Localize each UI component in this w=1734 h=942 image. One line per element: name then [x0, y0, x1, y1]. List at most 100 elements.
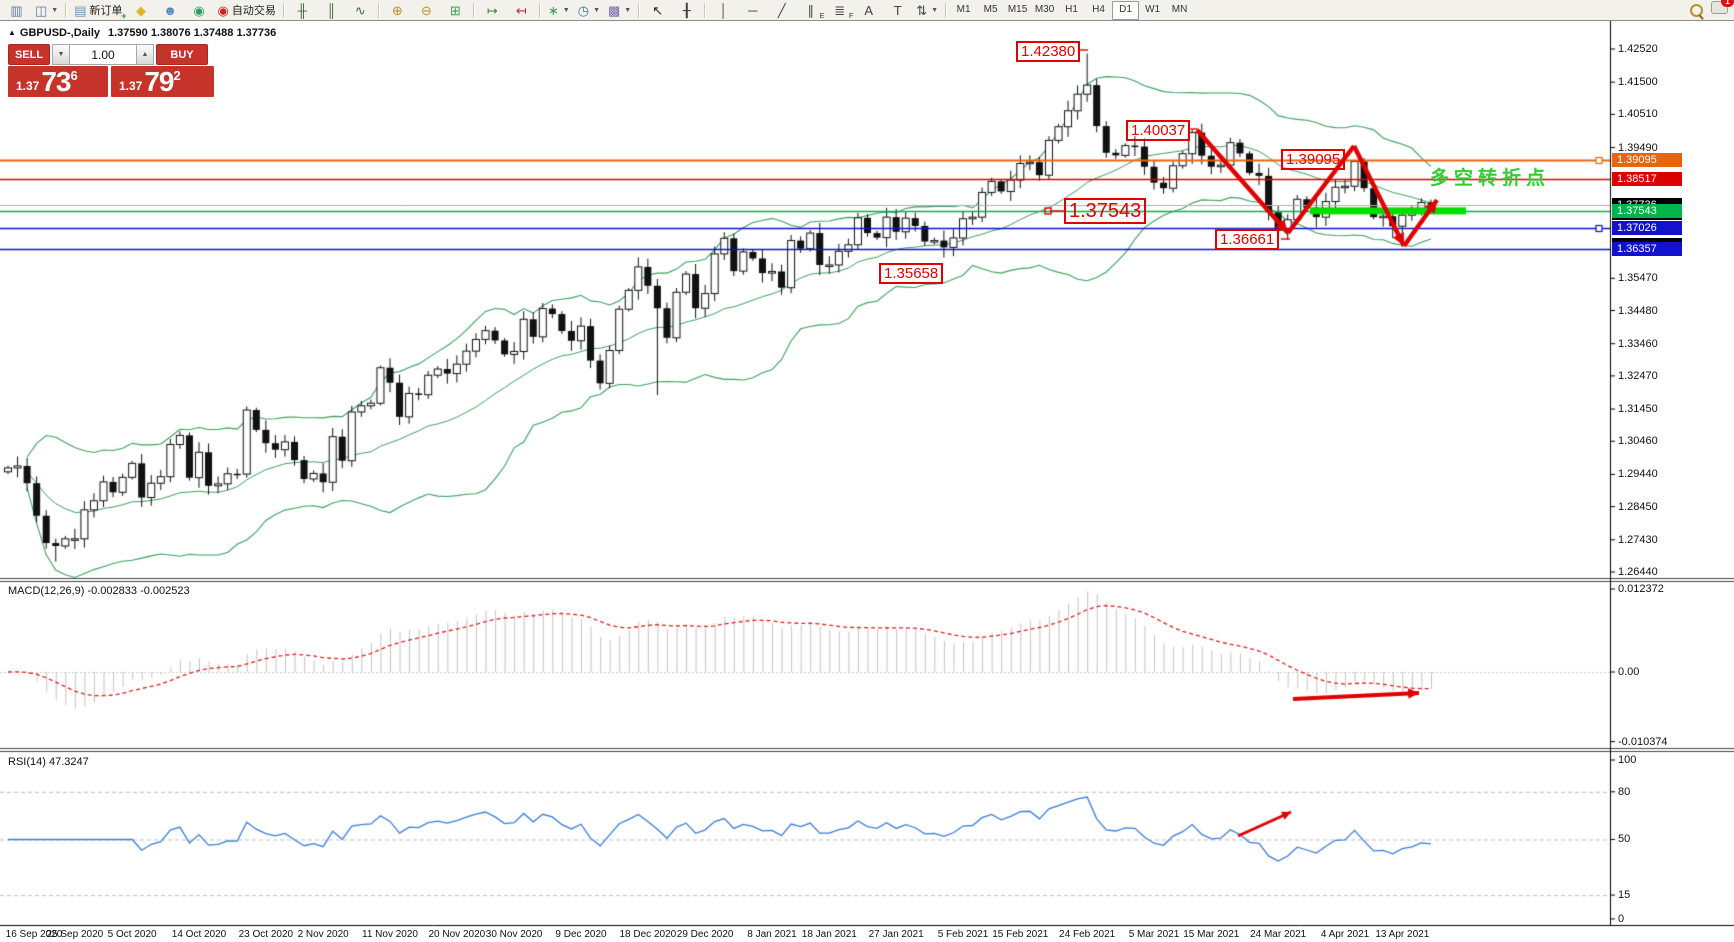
buy-price-pip: 2	[173, 68, 181, 83]
price-axis-tick: 1.34480	[1618, 304, 1658, 317]
date-axis-label: 2 Nov 2020	[297, 929, 349, 940]
sell-button[interactable]: SELL	[8, 44, 50, 65]
toolbar-mql-editor-button[interactable]: ◆	[127, 0, 156, 21]
price-annotation-label[interactable]: 1.42380	[1016, 41, 1081, 62]
timeframe-mn-button[interactable]: MN	[1171, 3, 1188, 15]
price-badge: 1.39095	[1612, 153, 1682, 168]
text-icon: A	[864, 2, 874, 18]
date-axis-label: 15 Feb 2021	[992, 929, 1049, 940]
notifications-button[interactable]: 1	[1711, 0, 1734, 19]
autotrading-label: 自动交易	[231, 5, 276, 17]
toolbar-trendline-button[interactable]: ╱	[767, 0, 796, 21]
toolbar-channel-button[interactable]: ∥ E	[796, 0, 825, 21]
price-annotation-label[interactable]: 1.37543	[1064, 198, 1147, 224]
toolbar-crosshair-button[interactable]: ╂	[672, 0, 701, 21]
autotrading-icon: ◉	[217, 2, 229, 18]
price-annotation-label[interactable]: 1.39095	[1281, 149, 1346, 170]
date-axis-label: 18 Dec 2020	[619, 929, 677, 940]
volume-decrease-button[interactable]: ▼	[52, 44, 70, 65]
toolbar-arrows-button[interactable]: ⇅ ▼	[912, 0, 942, 21]
toolbar-new-order-button[interactable]: ▤ + 新订单	[70, 0, 126, 21]
new-order-icon: ▤	[74, 2, 87, 18]
date-axis-label: 23 Oct 2020	[238, 929, 294, 940]
toolbar-chart-line-button[interactable]: ∿	[346, 0, 375, 21]
toolbar-horizontal-line-button[interactable]: ─	[738, 0, 767, 21]
toolbar-cursor-button[interactable]: ↖	[643, 0, 672, 21]
toolbar-chart-candles-button[interactable]: ║	[317, 0, 346, 21]
sell-price-prefix: 1.37	[16, 79, 40, 93]
toolbar-periods-button[interactable]: ◷ ▼	[574, 0, 604, 21]
date-axis-label: 27 Jan 2021	[868, 929, 924, 940]
price-annotation-label[interactable]: 1.36661	[1215, 229, 1280, 250]
timeframe-w1-button[interactable]: W1	[1145, 3, 1161, 15]
timeframe-h4-button[interactable]: H4	[1092, 3, 1105, 15]
volume-increase-button[interactable]: ▲	[136, 44, 154, 65]
date-axis-label: 8 Jan 2021	[747, 929, 797, 940]
buy-button[interactable]: BUY	[156, 44, 208, 65]
toolbar-templates-button[interactable]: ▩ ▼	[604, 0, 635, 21]
timeframe-m1-button[interactable]: M1	[956, 3, 971, 15]
timeframe-m5-button[interactable]: M5	[983, 3, 998, 15]
date-axis-label: 16 Sep 2020	[5, 929, 63, 940]
rsi-axis-tick: 15	[1618, 889, 1631, 902]
new-order-label: 新订单	[89, 5, 123, 17]
toolbar-market-button[interactable]: ☻	[156, 0, 185, 21]
toolbar-zoom-in-button[interactable]: ⊕	[383, 0, 412, 21]
toolbar-vertical-line-button[interactable]: │	[709, 0, 738, 21]
toolbar-autotrading-button[interactable]: ◉ 自动交易	[214, 0, 280, 21]
sell-price-main: 73	[41, 66, 71, 97]
price-axis-tick: 1.39490	[1618, 141, 1658, 154]
one-click-trading-panel: SELL ▼ ▲ BUY 1.37 73 6 1.37 79 2	[8, 44, 214, 97]
trendline-icon: ╱	[777, 2, 786, 18]
new-chart-icon: ▥	[10, 2, 23, 18]
toolbar-zoom-out-button[interactable]: ⊖	[412, 0, 441, 21]
timeframe-m30-button[interactable]: M30	[1034, 3, 1055, 15]
toolbar-fibonacci-button[interactable]: ≣ F	[825, 0, 854, 21]
price-badge: 1.38517	[1612, 172, 1682, 187]
toolbar-chart-bars-button[interactable]: ╫	[288, 0, 317, 21]
timeframe-d1-button[interactable]: D1	[1112, 0, 1140, 20]
toolbar-new-chart-button[interactable]: ▥	[2, 0, 31, 21]
toolbar-text-label-button[interactable]: T	[883, 0, 912, 21]
toolbar-chart-profiles-button[interactable]: ◫ ▼	[31, 0, 62, 21]
price-axis-tick: 1.40510	[1618, 108, 1658, 121]
horizontal-line-icon: ─	[748, 2, 758, 18]
quote-panel-prices: 1.37 73 6 1.37 79 2	[8, 66, 214, 97]
timeframe-h1-button[interactable]: H1	[1065, 3, 1078, 15]
toolbar-chart-shift-button[interactable]: ↤	[507, 0, 536, 21]
hotkey-letter: F	[848, 12, 854, 20]
toolbar-tile-windows-button[interactable]: ⊞	[441, 0, 470, 21]
toolbar-auto-scroll-button[interactable]: ↦	[478, 0, 507, 21]
timeframe-m15-button[interactable]: M15	[1007, 3, 1028, 15]
search-icon[interactable]	[1690, 3, 1703, 17]
toolbar-separator	[945, 2, 948, 18]
toolbar-separator	[282, 2, 285, 18]
notification-badge: 1	[1721, 0, 1734, 7]
macd-axis-tick: 0.00	[1618, 666, 1640, 678]
date-axis-label: 5 Oct 2020	[107, 929, 157, 940]
sell-price[interactable]: 1.37 73 6	[8, 66, 108, 97]
buy-price[interactable]: 1.37 79 2	[111, 66, 214, 97]
price-annotation-label[interactable]: 1.40037	[1126, 120, 1191, 141]
price-annotation-label[interactable]: 1.35658	[879, 263, 944, 284]
chart-candles-icon: ║	[326, 2, 336, 18]
toolbar-separator	[472, 2, 475, 18]
date-axis-label: 24 Feb 2021	[1059, 929, 1116, 940]
collapse-arrow-icon[interactable]: ▲	[8, 28, 16, 37]
mql-editor-icon: ◆	[136, 2, 147, 18]
periods-icon: ◷	[577, 2, 590, 18]
chart-title: ▲ GBPUSD-,Daily 1.37590 1.38076 1.37488 1.…	[8, 27, 276, 39]
toolbar-signals-button[interactable]: ◉	[185, 0, 214, 21]
rsi-axis-tick: 0	[1618, 912, 1625, 925]
chevron-down-icon: ▼	[51, 6, 59, 14]
note-annotation[interactable]: 多空转折点	[1430, 168, 1551, 189]
date-axis-label: 5 Mar 2021	[1128, 929, 1180, 940]
volume-input[interactable]	[70, 44, 136, 65]
rsi-axis-tick: 100	[1618, 754, 1637, 766]
date-axis-label: 11 Nov 2020	[362, 929, 418, 940]
hidden-price-badge	[1612, 216, 1682, 220]
toolbar-indicators-button[interactable]: ∗ ▼	[544, 0, 574, 21]
toolbar-text-button[interactable]: A	[854, 0, 883, 21]
hidden-price-badge	[1612, 238, 1682, 242]
